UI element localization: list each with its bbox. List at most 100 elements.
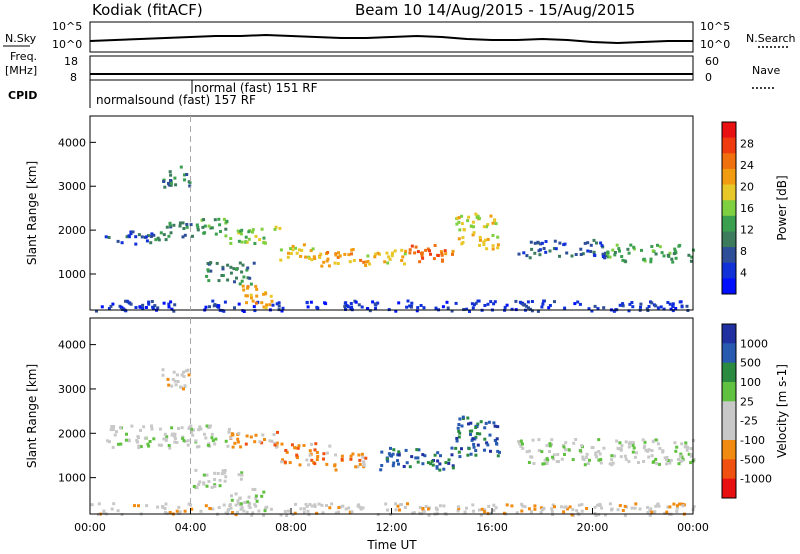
power-cell [187, 180, 191, 184]
power-cell [541, 302, 545, 306]
power-cell [241, 284, 245, 288]
power-cell [237, 239, 241, 243]
power-cell [548, 249, 552, 253]
velocity-cell [182, 375, 186, 378]
velocity-cell [431, 463, 435, 467]
velocity-cell [316, 455, 320, 458]
power-cell [669, 307, 673, 311]
velocity-cell [457, 507, 461, 511]
velocity-cell [308, 502, 312, 506]
velocity-cell [568, 505, 572, 509]
velocity-cell [315, 458, 319, 462]
power-cell [364, 260, 368, 264]
velocity-colorbar-tick: -25 [740, 415, 758, 428]
velocity-cell [495, 437, 499, 441]
power-cell [385, 251, 389, 255]
power-cell [469, 224, 473, 228]
nsky-right-tick-bottom: 10^0 [700, 38, 730, 51]
power-cell [351, 248, 355, 251]
velocity-cell [305, 458, 309, 462]
velocity-cell [539, 510, 543, 514]
power-cell [612, 309, 616, 313]
velocity-cell [458, 417, 462, 421]
velocity-cell [460, 447, 463, 451]
power-cell [671, 309, 675, 313]
power-cell [666, 253, 670, 257]
power-cell [433, 244, 437, 247]
velocity-cell [321, 511, 325, 515]
power-cell [416, 250, 420, 254]
power-cell [462, 227, 466, 231]
power-cell [465, 307, 469, 311]
velocity-cell [571, 458, 575, 461]
power-cell [185, 223, 189, 226]
power-cell [436, 254, 440, 257]
velocity-colorbar-swatch [722, 343, 736, 364]
power-cell [446, 306, 450, 310]
velocity-region [228, 487, 269, 514]
velocity-cell [456, 505, 460, 509]
velocity-cell [689, 453, 693, 457]
velocity-cell [537, 449, 541, 452]
velocity-cell [203, 432, 206, 436]
power-cell [674, 256, 678, 260]
velocity-cell [563, 453, 566, 456]
velocity-cell [139, 445, 143, 449]
power-colorbar-tick: 28 [740, 138, 754, 151]
power-cell [242, 288, 246, 292]
velocity-cell [648, 509, 652, 513]
velocity-cell [170, 384, 174, 388]
velocity-cell [418, 506, 422, 510]
velocity-cell [632, 446, 636, 450]
power-cell [182, 227, 186, 230]
velocity-cell [362, 460, 366, 464]
power-cell [137, 233, 141, 237]
velocity-cell [211, 507, 215, 511]
velocity-cell [537, 438, 541, 442]
velocity-cell [687, 452, 691, 456]
power-cell [579, 247, 583, 251]
power-cell [643, 259, 647, 263]
power-cell [241, 309, 245, 313]
power-cell [319, 252, 323, 256]
power-colorbar-tick: 20 [740, 181, 754, 194]
velocity-cell [461, 415, 465, 419]
power-cell [167, 305, 171, 309]
beam-date-title: Beam 10 14/Aug/2015 - 15/Aug/2015 [355, 1, 635, 19]
power-cell [451, 249, 455, 253]
velocity-cell [527, 449, 531, 453]
power-cell [474, 212, 478, 216]
power-cell [302, 243, 306, 247]
power-region [455, 212, 500, 251]
velocity-cell [588, 458, 591, 462]
power-cell [410, 244, 414, 248]
velocity-cell [186, 368, 190, 372]
power-cell [690, 255, 694, 259]
velocity-colorbar-swatch [722, 362, 736, 383]
velocity-cell [597, 438, 601, 442]
velocity-cell [411, 511, 415, 515]
power-region [104, 230, 156, 246]
power-cell [116, 239, 120, 243]
velocity-cell [262, 490, 266, 494]
velocity-cell [299, 507, 303, 511]
velocity-cell [133, 504, 136, 508]
velocity-cell [552, 457, 555, 461]
power-cell [196, 225, 200, 229]
velocity-cell [156, 505, 160, 509]
velocity-cell [328, 506, 332, 510]
velocity-cell [165, 511, 169, 515]
velocity-cell [680, 455, 684, 459]
velocity-cell [487, 420, 491, 424]
velocity-region [229, 430, 279, 449]
velocity-cell [521, 504, 525, 508]
velocity-cell [454, 446, 458, 450]
velocity-cell [479, 513, 483, 517]
power-cell [134, 306, 138, 309]
velocity-cell [191, 433, 195, 437]
y-axis-label: Slant Range [km] [25, 364, 39, 468]
power-cell [294, 246, 298, 250]
power-cell [410, 301, 414, 305]
velocity-cell [279, 513, 283, 517]
power-cell [496, 246, 500, 250]
